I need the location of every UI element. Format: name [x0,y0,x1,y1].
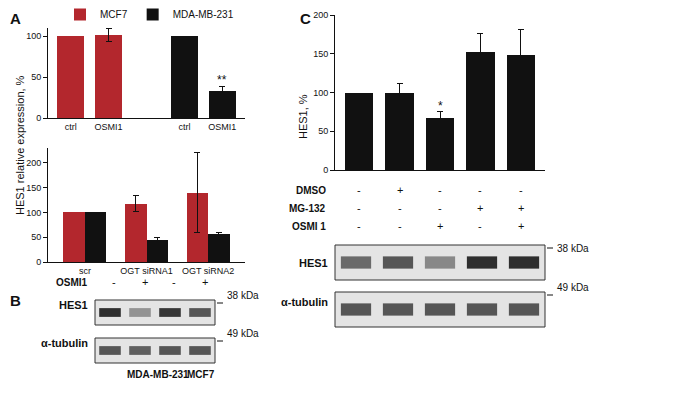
svg-text:-: - [172,276,176,288]
svg-text:OSMI1: OSMI1 [56,277,88,288]
svg-text:HES1 relative expression, %: HES1 relative expression, % [14,75,26,215]
svg-text:-: - [438,202,442,214]
svg-text:50: 50 [318,126,328,136]
svg-text:+: + [518,202,524,214]
svg-text:*: * [438,99,443,113]
svg-text:50: 50 [31,232,41,242]
svg-text:200: 200 [26,158,41,168]
svg-text:MDA-MB-231: MDA-MB-231 [127,369,189,380]
svg-text:-: - [519,184,523,196]
svg-text:-: - [478,220,482,232]
svg-text:A: A [10,10,21,27]
svg-text:C: C [300,10,311,27]
svg-text:B: B [10,292,21,309]
svg-text:MCF7: MCF7 [100,9,128,20]
svg-text:α-tubulin: α-tubulin [41,337,88,349]
svg-text:-: - [112,276,116,288]
svg-text:OGT siRNA1: OGT siRNA1 [120,266,172,276]
svg-text:-: - [357,184,361,196]
svg-text:OSMI1: OSMI1 [208,122,236,132]
svg-text:-: - [478,184,482,196]
svg-text:α-tubulin: α-tubulin [281,296,328,308]
svg-text:OSMI1: OSMI1 [95,122,123,132]
svg-text:38 kDa: 38 kDa [557,243,589,254]
svg-text:+: + [142,276,148,288]
svg-text:0: 0 [36,113,41,123]
svg-text:+: + [518,220,524,232]
svg-text:OGT siRNA2: OGT siRNA2 [182,266,234,276]
svg-text:0: 0 [36,257,41,267]
svg-text:HES1, %: HES1, % [297,94,309,139]
svg-text:150: 150 [313,49,328,59]
svg-text:MCF7: MCF7 [187,369,215,380]
svg-text:+: + [477,202,483,214]
svg-text:-: - [438,184,442,196]
svg-text:scr: scr [79,266,91,276]
svg-text:49 kDa: 49 kDa [557,282,589,293]
svg-text:DMSO: DMSO [296,185,326,196]
svg-text:OSMI 1: OSMI 1 [292,221,326,232]
svg-text:HES1: HES1 [299,257,328,269]
svg-text:49 kDa: 49 kDa [227,328,259,339]
svg-text:+: + [397,184,403,196]
svg-text:-: - [398,202,402,214]
svg-text:MG-132: MG-132 [289,203,326,214]
svg-text:100: 100 [313,88,328,98]
svg-text:-: - [398,220,402,232]
svg-text:+: + [202,276,208,288]
svg-text:-: - [357,202,361,214]
svg-text:150: 150 [26,183,41,193]
svg-text:0: 0 [323,165,328,175]
svg-text:50: 50 [31,72,41,82]
svg-text:ctrl: ctrl [65,122,77,132]
svg-text:100: 100 [26,208,41,218]
svg-text:200: 200 [313,10,328,20]
svg-text:+: + [437,220,443,232]
svg-text:**: ** [217,73,227,87]
svg-text:MDA-MB-231: MDA-MB-231 [173,9,234,20]
svg-text:ctrl: ctrl [178,122,190,132]
svg-text:HES1: HES1 [59,299,88,311]
svg-text:38 kDa: 38 kDa [227,290,259,301]
svg-text:100: 100 [26,31,41,41]
svg-text:-: - [357,220,361,232]
